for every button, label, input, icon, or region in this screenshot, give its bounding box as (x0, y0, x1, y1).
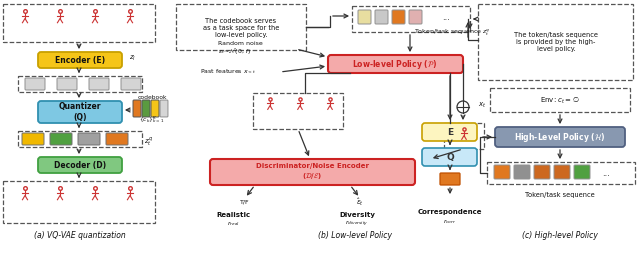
FancyBboxPatch shape (151, 100, 159, 117)
FancyBboxPatch shape (133, 100, 141, 117)
FancyBboxPatch shape (514, 165, 530, 179)
FancyBboxPatch shape (22, 133, 44, 145)
Bar (18, 76, 142, 92)
Bar (3, 181, 155, 223)
Text: The token/task sequence
is provided by the high-
level policy.: The token/task sequence is provided by t… (514, 32, 598, 52)
Text: $r_{diversity}$: $r_{diversity}$ (345, 219, 369, 229)
Text: Decoder (D): Decoder (D) (54, 160, 106, 170)
FancyBboxPatch shape (160, 100, 168, 117)
Text: $r_{corr}$: $r_{corr}$ (444, 218, 457, 226)
Bar (478, 4, 633, 80)
FancyBboxPatch shape (534, 165, 550, 179)
Text: Realistic: Realistic (216, 212, 250, 218)
FancyBboxPatch shape (142, 100, 150, 117)
Bar (490, 88, 630, 112)
Text: $z_t^q$: $z_t^q$ (143, 135, 152, 148)
Text: codebook: codebook (137, 94, 167, 100)
FancyBboxPatch shape (574, 165, 590, 179)
Text: Random noise: Random noise (218, 41, 263, 46)
FancyBboxPatch shape (89, 78, 109, 90)
Text: Env: $c_t = \emptyset$: Env: $c_t = \emptyset$ (540, 94, 580, 106)
Text: Low-level Policy ($\mathcal{P}$): Low-level Policy ($\mathcal{P}$) (353, 57, 438, 70)
Text: $r_{real}$: $r_{real}$ (227, 219, 239, 229)
FancyBboxPatch shape (409, 10, 422, 24)
FancyBboxPatch shape (50, 133, 72, 145)
Text: (a) VQ-VAE quantization: (a) VQ-VAE quantization (34, 231, 126, 239)
Text: ...: ... (602, 168, 610, 178)
FancyBboxPatch shape (375, 10, 388, 24)
Bar (352, 6, 470, 32)
Bar (253, 93, 343, 129)
FancyBboxPatch shape (422, 148, 477, 166)
Text: Correspondence: Correspondence (418, 209, 483, 215)
Text: Token/task sequence: Token/task sequence (525, 192, 595, 198)
Bar (176, 4, 306, 50)
Text: (c) High-level Policy: (c) High-level Policy (522, 231, 598, 239)
FancyBboxPatch shape (38, 52, 122, 68)
Bar (444, 123, 484, 149)
Bar (3, 4, 155, 42)
Text: Diversity: Diversity (339, 212, 375, 218)
Bar (18, 131, 142, 147)
Text: Discriminator/Noise Encoder
($\mathcal{D}$/$\mathcal{E}$): Discriminator/Noise Encoder ($\mathcal{D… (255, 163, 369, 181)
Text: ...: ... (442, 12, 450, 22)
Text: Past features $x_{<t}$: Past features $x_{<t}$ (200, 68, 256, 76)
Text: $\varepsilon_t\!\sim\!\mathcal{N}(0,\,I)$: $\varepsilon_t\!\sim\!\mathcal{N}(0,\,I)… (218, 46, 251, 56)
Text: T/F: T/F (240, 199, 250, 205)
FancyBboxPatch shape (495, 127, 625, 147)
Text: $z_l$: $z_l$ (129, 53, 136, 63)
FancyBboxPatch shape (210, 159, 415, 185)
Text: The codebook serves
as a task space for the
low-level policy.: The codebook serves as a task space for … (203, 18, 279, 38)
FancyBboxPatch shape (554, 165, 570, 179)
FancyBboxPatch shape (358, 10, 371, 24)
FancyBboxPatch shape (440, 173, 460, 185)
Text: Encoder (E): Encoder (E) (55, 55, 105, 64)
Text: High-Level Policy ($\mathcal{H}$): High-Level Policy ($\mathcal{H}$) (515, 131, 605, 144)
FancyBboxPatch shape (78, 133, 100, 145)
Text: Token/task sequence $z_t^q$: Token/task sequence $z_t^q$ (413, 28, 490, 38)
Text: $x_t$: $x_t$ (478, 100, 486, 110)
FancyBboxPatch shape (57, 78, 77, 90)
Text: Quantizer
(Q): Quantizer (Q) (59, 102, 101, 122)
FancyBboxPatch shape (38, 101, 122, 123)
FancyBboxPatch shape (328, 55, 463, 73)
Bar (487, 162, 635, 184)
FancyBboxPatch shape (106, 133, 128, 145)
FancyBboxPatch shape (38, 157, 122, 173)
Text: (b) Low-level Policy: (b) Low-level Policy (318, 231, 392, 239)
Text: $\hat{\varepsilon}_t$: $\hat{\varepsilon}_t$ (356, 196, 364, 208)
FancyBboxPatch shape (422, 123, 477, 141)
Text: Q: Q (446, 153, 454, 161)
Text: E: E (447, 127, 453, 136)
FancyBboxPatch shape (121, 78, 141, 90)
FancyBboxPatch shape (25, 78, 45, 90)
Text: $\{c_k\}_{k=1}^K$: $\{c_k\}_{k=1}^K$ (140, 115, 164, 125)
FancyBboxPatch shape (392, 10, 405, 24)
FancyBboxPatch shape (494, 165, 510, 179)
